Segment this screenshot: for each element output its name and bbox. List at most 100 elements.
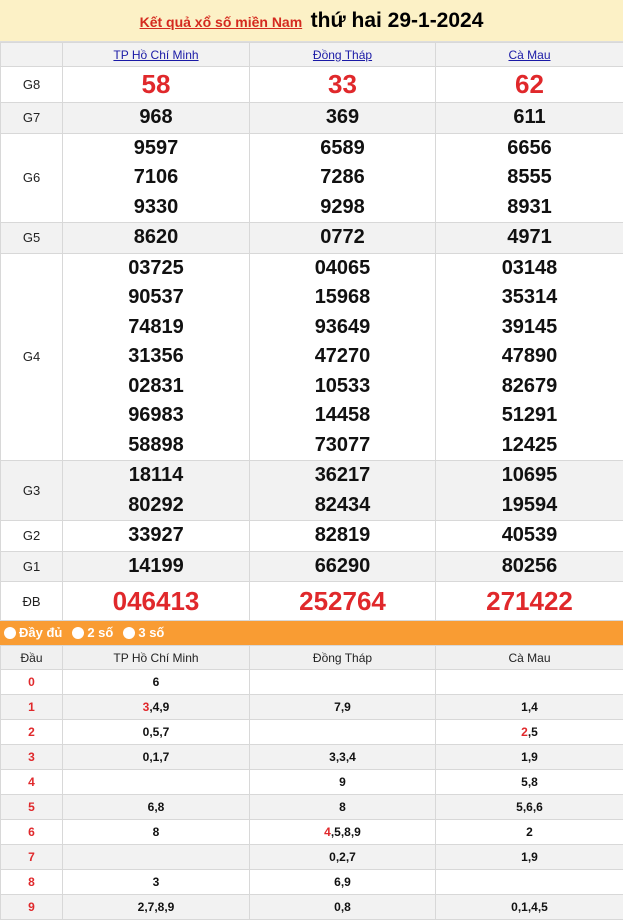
prize-number: 33927: [128, 524, 184, 546]
loto-cell: [62, 769, 250, 795]
tail-digits: ,4,9: [149, 700, 170, 714]
prize-number: 046413: [112, 586, 200, 616]
radio-icon[interactable]: [4, 627, 16, 639]
prize-cell: 6589 7286 9298: [249, 132, 436, 223]
loto-row: 1 3,4,9 7,9 1,4: [0, 694, 623, 720]
tail-digits: 2,7,8,9: [137, 900, 175, 914]
filter-3-digits[interactable]: 3 số: [123, 621, 164, 645]
prize-cell: 8620: [62, 222, 250, 254]
prize-cell: 04065 15968 93649 47270 10533 14458 73077: [249, 252, 436, 461]
province-column-header: Cà Mau: [435, 645, 623, 670]
prize-cell: 03148 35314 39145 47890 82679 51291 12425: [435, 252, 623, 461]
loto-cell: 2,5: [435, 719, 623, 745]
loto-cell: 8: [249, 794, 436, 820]
prize-cell: 271422: [435, 581, 623, 621]
prize-label: G6: [0, 132, 63, 223]
prize-number: 82679: [501, 374, 558, 397]
tail-digits: 0,8: [334, 900, 351, 914]
prize-label: G8: [0, 66, 63, 103]
loto-row: 3 0,1,7 3,3,4 1,9: [0, 744, 623, 770]
loto-row: 7 0,2,7 1,9: [0, 844, 623, 870]
prize-cell: 6656 8555 8931: [435, 132, 623, 223]
tail-digits: 1,9: [521, 750, 538, 764]
prize-number: 8555: [507, 166, 552, 188]
radio-icon[interactable]: [72, 627, 85, 639]
prize-number: 7286: [320, 166, 365, 188]
prize-number: 40539: [501, 524, 558, 546]
prize-label: G5: [0, 222, 63, 254]
prize-cell: 0772: [249, 222, 436, 254]
prize-row-g1: G1 14199 66290 80256: [0, 550, 623, 582]
prize-cell: 80256: [435, 550, 623, 582]
prize-number: 14458: [314, 404, 371, 426]
loto-cell: 0,5,7: [62, 719, 250, 745]
prize-cell: 33927: [62, 520, 250, 552]
filter-full[interactable]: Đầy đủ: [4, 621, 62, 645]
tail-digits: 0,5,7: [142, 725, 170, 739]
prize-number: 39145: [501, 315, 558, 338]
province-link[interactable]: Cà Mau: [508, 47, 551, 62]
prize-label: G2: [0, 520, 63, 552]
prize-number: 4971: [507, 226, 552, 248]
prize-number: 6656: [507, 136, 552, 159]
prize-number: 369: [325, 106, 360, 128]
prize-cell: 369: [249, 102, 436, 134]
loto-cell: 1,9: [435, 844, 623, 870]
loto-cell: [62, 844, 250, 870]
prize-row-g5: G5 8620 0772 4971: [0, 222, 623, 254]
loto-cell: 6: [62, 669, 250, 695]
prize-row-g3: G3 18114 80292 36217 82434 10695 19594: [0, 460, 623, 521]
tail-digits: 5,8: [521, 775, 538, 789]
prize-number: 968: [139, 106, 173, 128]
prize-cell: 33: [249, 66, 436, 103]
results-link[interactable]: Kết quả xổ số miền Nam: [139, 14, 303, 30]
prize-number: 62: [515, 69, 544, 99]
tail-digits: ,5: [527, 725, 538, 739]
tail-digits: 5,6,6: [516, 800, 543, 814]
loto-cell: 0,1,4,5: [435, 894, 623, 920]
radio-icon[interactable]: [123, 627, 136, 639]
loto-row: 4 9 5,8: [0, 769, 623, 795]
loto-cell: [249, 669, 436, 695]
title-bar: Kết quả xổ số miền Nam thứ hai 29-1-2024: [0, 0, 623, 42]
tail-digits: 6,8: [147, 800, 165, 814]
prize-cell: 046413: [62, 581, 250, 621]
province-link[interactable]: TP Hồ Chí Minh: [113, 47, 199, 62]
head-digit: 5: [0, 794, 63, 820]
tail-digits: 8: [152, 825, 160, 839]
loto-cell: 3: [62, 869, 250, 895]
province-link[interactable]: Đồng Tháp: [312, 47, 373, 62]
prize-number: 9298: [320, 195, 365, 218]
loto-cell: 9: [249, 769, 436, 795]
prize-cell: 9597 7106 9330: [62, 132, 250, 223]
loto-row: 8 3 6,9: [0, 869, 623, 895]
tail-digits: 1,4: [521, 700, 538, 714]
loto-cell: 0,1,7: [62, 744, 250, 770]
prize-number: 0772: [320, 226, 365, 248]
tail-digits: 8: [339, 800, 346, 814]
prize-number: 03725: [128, 256, 184, 279]
filter-label: 3 số: [138, 625, 165, 640]
prize-number: 58898: [128, 433, 184, 456]
prize-number: 18114: [128, 464, 184, 486]
head-digit: 3: [0, 744, 63, 770]
tail-digits: 2: [526, 825, 533, 839]
prize-cell: 968: [62, 102, 250, 134]
prize-number: 9330: [133, 195, 179, 218]
loto-cell: 3,3,4: [249, 744, 436, 770]
filter-2-digits[interactable]: 2 số: [72, 621, 113, 645]
tail-digits: 6,9: [334, 875, 351, 889]
loto-cell: 3,4,9: [62, 694, 250, 720]
prize-cell: 18114 80292: [62, 460, 250, 521]
prize-cell: 66290: [249, 550, 436, 582]
highlighted-tail: 4: [324, 825, 331, 839]
prize-number: 74819: [128, 315, 184, 338]
highlighted-tail: 2: [521, 725, 528, 739]
loto-cell: 6,9: [249, 869, 436, 895]
prize-label: G1: [0, 550, 63, 582]
prize-number: 6589: [320, 136, 365, 159]
loto-row: 2 0,5,7 2,5: [0, 719, 623, 745]
prize-number: 80292: [128, 493, 184, 516]
prize-label: G3: [0, 460, 63, 521]
